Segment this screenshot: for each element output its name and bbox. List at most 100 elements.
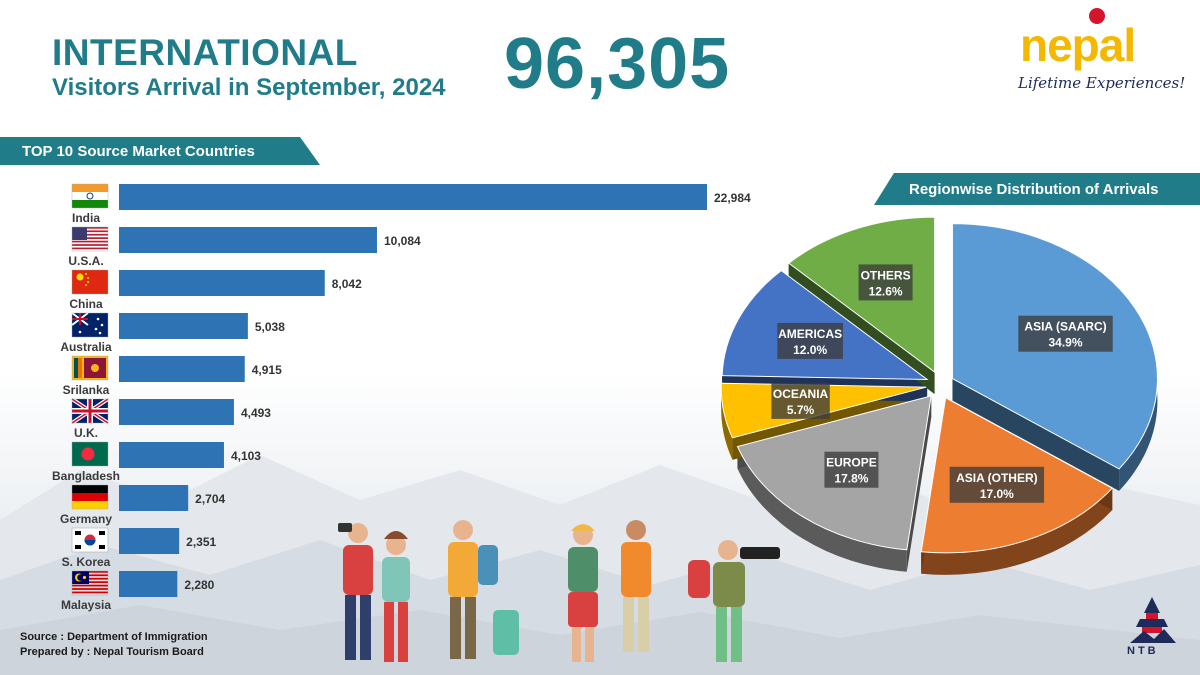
traveler-4	[568, 524, 598, 662]
pie-region-name: EUROPE	[826, 456, 877, 470]
pie-slice-edge	[906, 395, 932, 572]
ntb-logo-icon	[1130, 597, 1176, 643]
pie-chart-title: Regionwise Distribution of Arrivals	[909, 181, 1159, 198]
bar	[119, 313, 248, 339]
bar-row: Srilanka 4,915	[63, 355, 282, 397]
pie-region-percent: 34.9%	[1049, 336, 1083, 350]
bar-value-label: 4,103	[231, 449, 261, 463]
pie-slice-label: AMERICAS 12.0%	[777, 322, 843, 359]
top-source-countries-bar-chart: India 22,984 U.S.A. 10,084 China 8,042 Austral…	[52, 183, 751, 612]
south-korea-flag-icon	[71, 527, 109, 553]
pie-region-name: ASIA (OTHER)	[956, 471, 1038, 485]
country-label: China	[69, 297, 103, 311]
bar-value-label: 2,704	[195, 492, 225, 506]
country-label: India	[72, 211, 100, 225]
traveler-5	[621, 520, 651, 652]
bar-row: S. Korea 2,351	[62, 527, 217, 569]
pie-slice-label: ASIA (SAARC) 34.9%	[1018, 315, 1113, 352]
usa-flag-icon	[71, 226, 109, 252]
bar	[119, 356, 245, 382]
bar-value-label: 2,351	[186, 535, 216, 549]
bar-value-label: 8,042	[332, 277, 362, 291]
pie-slice-edge	[952, 378, 1120, 491]
australia-flag-icon	[71, 312, 109, 338]
bar-row: Malaysia 2,280	[61, 570, 215, 612]
pie-region-name: OCEANIA	[773, 387, 829, 401]
pie-label-box	[824, 451, 879, 488]
pie-region-percent: 17.8%	[834, 472, 868, 486]
pie-region-name: ASIA (SAARC)	[1024, 320, 1106, 334]
bar-row: India 22,984	[71, 183, 751, 225]
bar-chart-title: TOP 10 Source Market Countries	[22, 143, 255, 160]
bar-chart-title-ribbon: TOP 10 Source Market Countries	[0, 137, 320, 165]
bar-value-label: 10,084	[384, 234, 421, 248]
bar	[119, 571, 178, 597]
pie-chart-title-ribbon: Regionwise Distribution of Arrivals	[874, 173, 1200, 205]
pie-region-name: OTHERS	[861, 268, 911, 282]
page-title: INTERNATIONAL	[52, 32, 358, 73]
country-label: Australia	[60, 340, 112, 354]
traveler-2	[382, 531, 410, 662]
pie-label-box	[858, 264, 913, 301]
bar-row: China 8,042	[69, 269, 362, 311]
country-label: Germany	[60, 512, 112, 526]
ntb-logo-label: NTB	[1127, 645, 1159, 657]
malaysia-flag-icon	[71, 570, 109, 596]
pie-label-box	[1018, 315, 1113, 352]
pie-region-percent: 17.0%	[980, 487, 1014, 501]
bar	[119, 528, 180, 554]
bar-row: Bangladesh 4,103	[52, 441, 261, 483]
bar-value-label: 4,915	[252, 363, 282, 377]
pie-label-box	[949, 466, 1045, 503]
bar-value-label: 5,038	[255, 320, 285, 334]
country-label: Malaysia	[61, 598, 111, 612]
bar	[119, 184, 707, 210]
page-subtitle: Visitors Arrival in September, 2024	[52, 74, 446, 101]
bar	[119, 485, 189, 511]
bar	[119, 399, 234, 425]
logo-sun-icon	[1089, 8, 1105, 24]
country-label: S. Korea	[62, 555, 111, 569]
pie-label-box	[777, 322, 843, 359]
country-label: Bangladesh	[52, 469, 120, 483]
bar-row: U.S.A. 10,084	[68, 226, 421, 268]
nepal-logo: nepal	[1020, 19, 1136, 71]
pie-label-box	[771, 382, 830, 419]
india-flag-icon	[71, 183, 109, 209]
bar-value-label: 22,984	[714, 191, 751, 205]
germany-flag-icon	[71, 484, 109, 510]
bangladesh-flag-icon	[71, 441, 109, 467]
pie-region-name: AMERICAS	[778, 327, 842, 341]
traveler-3	[448, 520, 519, 659]
source-note: Source : Department of Immigration Prepa…	[20, 630, 208, 660]
pie-slice-side	[921, 488, 1113, 575]
bar-row: Australia 5,038	[60, 312, 285, 354]
bar	[119, 270, 325, 296]
source-line: Source : Department of Immigration	[20, 631, 208, 643]
pie-region-percent: 12.6%	[869, 284, 903, 298]
country-label: Srilanka	[63, 383, 110, 397]
pie-region-percent: 12.0%	[793, 343, 827, 357]
travelers-illustration	[338, 520, 780, 662]
srilanka-flag-icon	[71, 355, 109, 381]
traveler-6	[688, 540, 780, 662]
bar-row: U.K. 4,493	[70, 397, 271, 440]
pie-slice-side	[721, 383, 733, 460]
uk-flag-icon	[70, 397, 110, 425]
prepared-by-line: Prepared by : Nepal Tourism Board	[20, 646, 204, 658]
pie-slice-label: OCEANIA 5.7%	[771, 382, 830, 419]
pie-slice-label: EUROPE 17.8%	[824, 451, 879, 488]
region-distribution-pie-chart: ASIA (SAARC) 34.9% ASIA (OTHER) 17.0% EUROPE…	[720, 216, 1158, 575]
country-label: U.K.	[74, 426, 98, 440]
logo-tagline: Lifetime Experiences!	[1018, 74, 1186, 92]
pie-slice-side	[737, 446, 907, 572]
bar-value-label: 2,280	[184, 578, 214, 592]
china-flag-icon	[71, 269, 109, 295]
bar-value-label: 4,493	[241, 406, 271, 420]
pie-slice-label: OTHERS 12.6%	[858, 264, 913, 301]
bar-row: Germany 2,704	[60, 484, 226, 526]
bar	[119, 227, 377, 253]
pie-slice-label: ASIA (OTHER) 17.0%	[949, 466, 1045, 503]
total-arrivals: 96,305	[504, 24, 731, 104]
bar	[119, 442, 224, 468]
